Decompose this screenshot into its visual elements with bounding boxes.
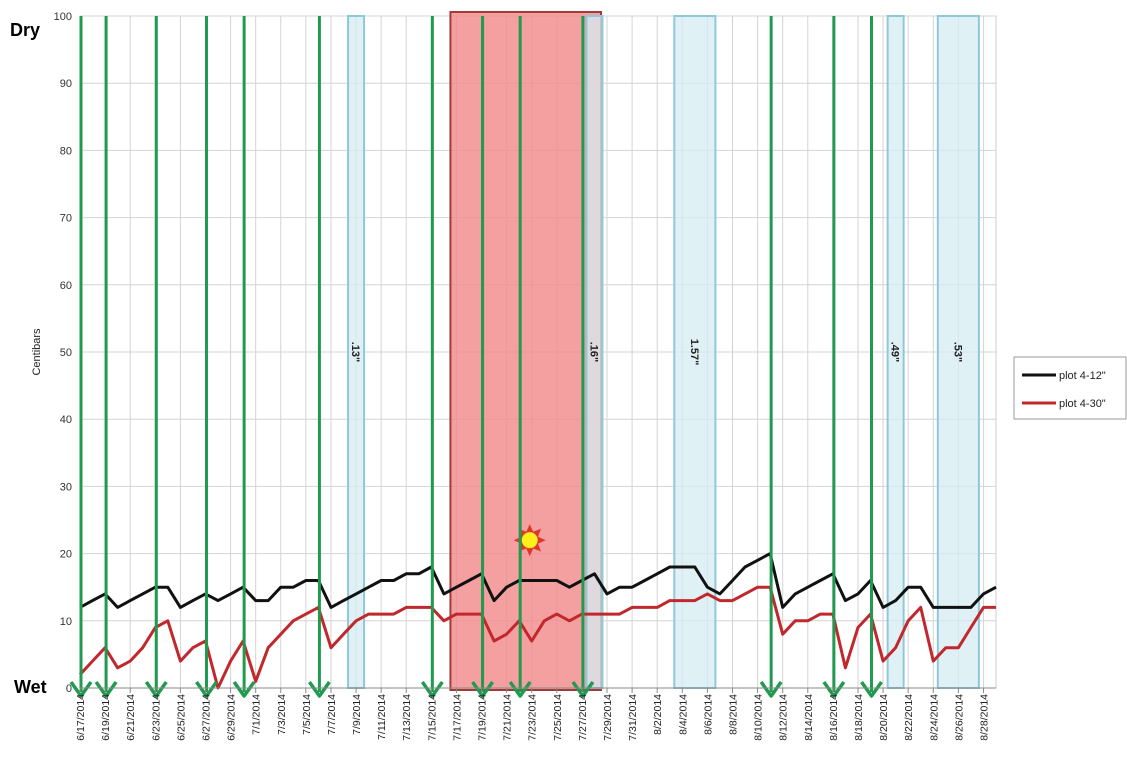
x-tick-label: 7/11/2014 (376, 694, 388, 740)
rain-amount-label: .49" (889, 342, 901, 363)
legend-box (1013, 356, 1127, 420)
y-tick-label: 100 (54, 11, 72, 23)
y-tick-label: 0 (66, 683, 72, 695)
irrigation-arrowhead (232, 680, 256, 698)
irrigation-arrowhead (822, 680, 846, 698)
x-tick-label: 8/26/2014 (953, 694, 965, 741)
irrigation-arrowhead (860, 680, 883, 698)
x-tick-label: 6/19/2014 (100, 694, 112, 741)
x-tick-label: 7/31/2014 (627, 694, 639, 741)
x-tick-label: 7/3/2014 (276, 694, 288, 735)
x-tick-label: 6/17/2014 (75, 694, 87, 741)
irrigation-arrowhead (69, 680, 93, 698)
x-tick-label: 7/27/2014 (577, 694, 589, 741)
x-tick-label: 8/24/2014 (928, 694, 940, 741)
x-tick-label: 7/9/2014 (351, 694, 363, 735)
x-tick-label: 7/13/2014 (401, 694, 413, 741)
x-tick-label: 8/22/2014 (903, 694, 915, 741)
dry-label: Dry (10, 20, 40, 40)
rain-event-band (936, 15, 980, 689)
x-tick-label: 7/5/2014 (301, 694, 313, 735)
irrigation-arrowhead (307, 680, 331, 698)
x-tick-label: 8/28/2014 (978, 694, 990, 741)
wet-label: Wet (14, 677, 47, 697)
x-tick-label: 8/20/2014 (878, 694, 890, 741)
irrigation-arrowhead (759, 680, 783, 698)
series-line-plot-4-30 (78, 585, 996, 690)
x-tick-label: 6/21/2014 (125, 694, 137, 741)
x-tick-label: 6/27/2014 (200, 694, 212, 741)
y-tick-label: 30 (60, 481, 72, 493)
x-tick-label: 8/12/2014 (778, 694, 790, 741)
x-tick-label: 8/6/2014 (702, 694, 714, 735)
irrigation-arrowhead (471, 680, 494, 698)
irrigation-arrowhead (571, 680, 595, 698)
x-tick-label: 8/8/2014 (727, 694, 739, 735)
y-tick-label: 60 (60, 280, 72, 292)
y-tick-label: 40 (60, 414, 72, 426)
irrigation-arrowhead (94, 680, 118, 698)
x-tick-label: 6/25/2014 (175, 694, 187, 741)
x-tick-label: 8/14/2014 (803, 694, 815, 741)
x-tick-label: 8/10/2014 (753, 694, 765, 741)
legend-label-plot-4-30: plot 4-30" (1059, 398, 1106, 410)
heat-period-band (449, 11, 603, 691)
y-tick-label: 10 (60, 616, 72, 628)
y-tick-label: 70 (60, 213, 72, 225)
y-tick-label: 80 (60, 145, 72, 157)
rain-amount-label: .13" (349, 342, 361, 363)
x-tick-label: 6/29/2014 (226, 694, 238, 741)
x-tick-label: 7/7/2014 (326, 694, 338, 735)
x-tick-label: 7/23/2014 (527, 694, 539, 741)
rain-amount-label: .16" (587, 342, 599, 363)
irrigation-arrowhead (508, 680, 532, 698)
legend-label-plot-4-12: plot 4-12" (1059, 370, 1106, 382)
y-tick-label: 20 (60, 549, 72, 561)
x-tick-label: 8/18/2014 (853, 694, 865, 741)
series-line-plot-4-12 (79, 552, 997, 609)
y-tick-label: 90 (60, 78, 72, 90)
series-layer (78, 524, 997, 690)
x-tick-label: 8/16/2014 (828, 694, 840, 741)
y-axis-label: Centibars (31, 328, 43, 376)
x-tick-label: 7/17/2014 (451, 694, 463, 741)
irrigation-arrowhead (420, 680, 444, 698)
sun-icon-center (521, 532, 538, 549)
axis-layer: 0 10 20 30 40 50 60 70 80 90 100 6/17/2014 6/19/2014… (54, 11, 996, 741)
x-tick-label: 7/25/2014 (552, 694, 564, 741)
rain-amount-label: 1.57" (688, 339, 700, 366)
x-tick-label: 7/1/2014 (251, 694, 263, 735)
x-tick-label: 8/2/2014 (652, 694, 664, 735)
legend: plot 4-12" plot 4-30" (1013, 356, 1127, 420)
irrigation-arrowhead (195, 680, 218, 698)
rain-events-layer: .13" .16" 1.57" .49" .53" (347, 11, 980, 691)
x-tick-label: 7/15/2014 (426, 694, 438, 741)
irrigation-arrows-layer (69, 16, 883, 698)
x-tick-label: 7/21/2014 (502, 694, 514, 741)
rain-amount-label: .53" (951, 342, 963, 363)
y-tick-label: 50 (60, 347, 72, 359)
x-tick-label: 7/19/2014 (477, 694, 489, 741)
x-tick-label: 6/23/2014 (150, 694, 162, 741)
x-tick-label: 7/29/2014 (602, 694, 614, 741)
x-tick-label: 8/4/2014 (677, 694, 689, 735)
irrigation-arrowhead (144, 680, 168, 698)
